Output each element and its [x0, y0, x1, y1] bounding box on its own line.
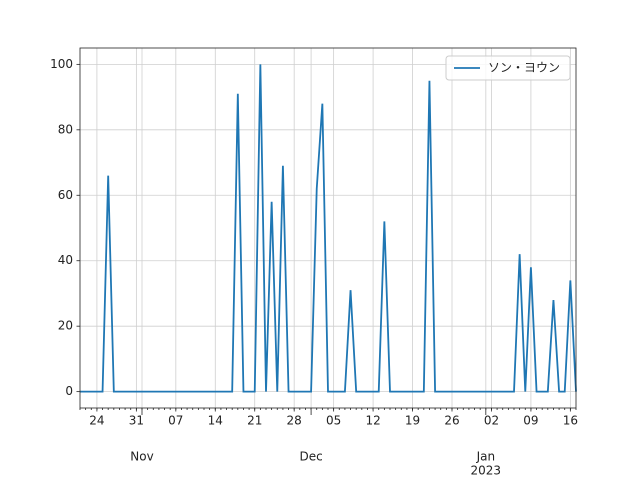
data-line — [80, 64, 577, 393]
y-tick-label: 20 — [58, 319, 73, 333]
x-year-label: 2023 — [471, 464, 502, 478]
x-month-label: Jan — [476, 450, 496, 464]
x-tick-label: 05 — [326, 414, 341, 428]
x-tick-label: 09 — [523, 414, 538, 428]
y-tick-label: 60 — [58, 188, 73, 202]
x-tick-label: 26 — [444, 414, 459, 428]
x-tick-label: 16 — [563, 414, 578, 428]
y-tick-label: 80 — [58, 122, 73, 136]
legend-label: ソン・ヨウン — [488, 61, 560, 75]
x-month-label: Dec — [299, 450, 322, 464]
x-tick-label: 19 — [405, 414, 420, 428]
x-tick-label: 07 — [168, 414, 183, 428]
x-tick-label: 31 — [129, 414, 144, 428]
legend-box — [445, 55, 571, 81]
x-month-label: Nov — [130, 450, 153, 464]
y-tick-label: 40 — [58, 253, 73, 267]
x-tick-label: 12 — [365, 414, 380, 428]
x-tick-label: 14 — [208, 414, 223, 428]
y-tick-label: 0 — [65, 384, 73, 398]
y-tick-label: 100 — [50, 57, 73, 71]
plot-frame — [79, 47, 577, 409]
x-tick-label: 28 — [287, 414, 302, 428]
x-tick-label: 24 — [89, 414, 104, 428]
x-tick-label: 21 — [247, 414, 262, 428]
x-tick-label: 02 — [484, 414, 499, 428]
